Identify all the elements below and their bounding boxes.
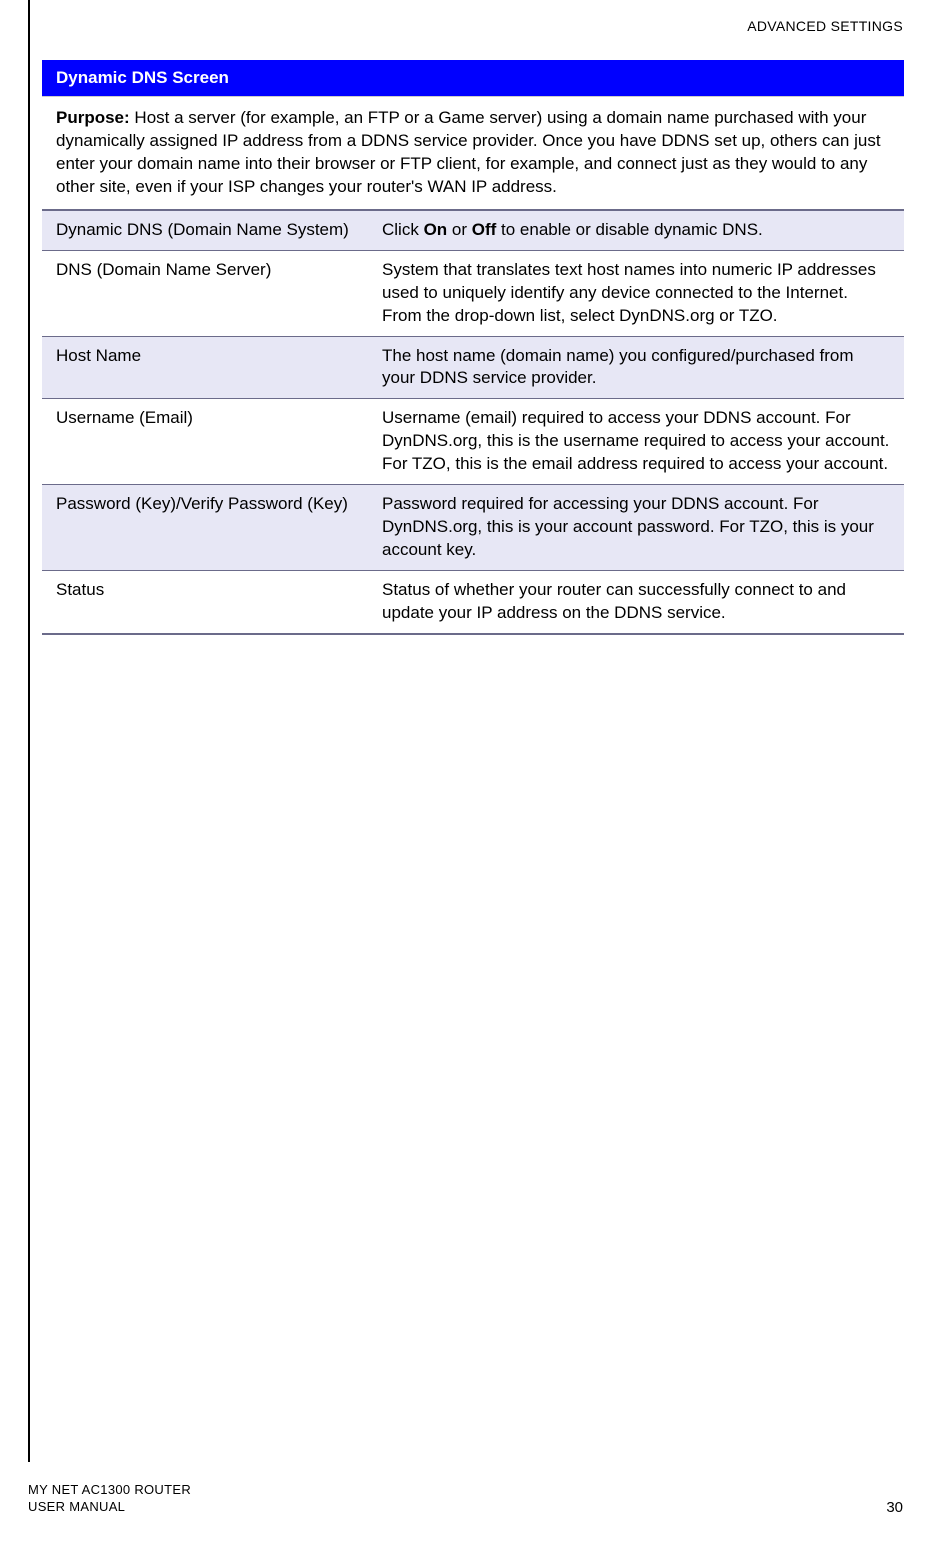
table-row: Status Status of whether your router can… [42,571,904,635]
left-margin-line [28,0,30,1462]
row-desc: Username (email) required to access your… [382,399,904,484]
purpose-label: Purpose: [56,108,130,127]
desc-text: or [447,220,472,239]
footer-line1: MY NET AC1300 ROUTER [28,1482,191,1499]
footer-text: MY NET AC1300 ROUTER USER MANUAL [28,1482,191,1516]
table-row: Password (Key)/Verify Password (Key) Pas… [42,485,904,571]
table-row: DNS (Domain Name Server) System that tra… [42,251,904,337]
row-desc: The host name (domain name) you configur… [382,337,904,399]
header-section-title: ADVANCED SETTINGS [747,18,903,34]
footer-line2: USER MANUAL [28,1499,191,1516]
main-content: Dynamic DNS Screen Purpose: Host a serve… [42,60,904,635]
desc-bold: On [424,220,448,239]
row-desc: Click On or Off to enable or disable dyn… [382,211,904,250]
row-desc: Status of whether your router can succes… [382,571,904,633]
table-title: Dynamic DNS Screen [42,60,904,96]
row-desc: Password required for accessing your DDN… [382,485,904,570]
row-label: Status [42,571,382,633]
desc-text: to enable or disable dynamic DNS. [496,220,762,239]
table-row: Username (Email) Username (email) requir… [42,399,904,485]
purpose-text: Host a server (for example, an FTP or a … [56,108,881,196]
row-label: Username (Email) [42,399,382,484]
row-label: Password (Key)/Verify Password (Key) [42,485,382,570]
row-label: Host Name [42,337,382,399]
desc-bold: Off [472,220,497,239]
desc-text: Click [382,220,424,239]
row-label: DNS (Domain Name Server) [42,251,382,336]
row-label: Dynamic DNS (Domain Name System) [42,211,382,250]
row-desc: System that translates text host names i… [382,251,904,336]
table-row: Host Name The host name (domain name) yo… [42,337,904,400]
purpose-row: Purpose: Host a server (for example, an … [42,96,904,211]
page-number: 30 [886,1499,903,1516]
table-row: Dynamic DNS (Domain Name System) Click O… [42,211,904,251]
